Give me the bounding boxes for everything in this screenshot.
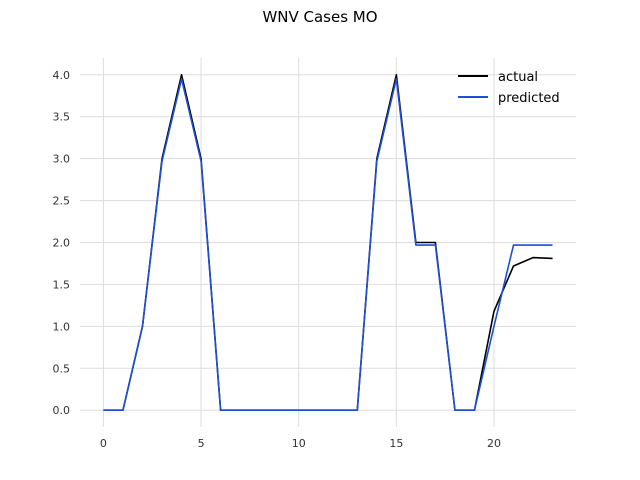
legend-label-actual: actual: [498, 70, 538, 85]
series-lines: [103, 73, 553, 412]
y-tick-label: 3.0: [53, 153, 71, 166]
series-line-predicted: [103, 78, 553, 412]
x-tick-label: 20: [487, 437, 501, 450]
y-tick-labels: 0.0 0.5 1.0 1.5 2.0 2.5 3.0 3.5 4.0: [53, 69, 71, 417]
x-tick-label: 15: [389, 437, 403, 450]
y-tick-label: 4.0: [53, 69, 71, 82]
legend-label-predicted: predicted: [498, 91, 560, 106]
x-tick-label: 0: [100, 437, 107, 450]
x-tick-label: 5: [198, 437, 205, 450]
legend: actual predicted: [458, 70, 560, 106]
y-tick-label: 3.5: [53, 111, 71, 124]
grid: [80, 58, 576, 427]
chart-title: WNV Cases MO: [262, 8, 377, 26]
y-tick-label: 0.5: [53, 362, 71, 375]
y-tick-label: 1.5: [53, 278, 71, 291]
x-tick-label: 10: [292, 437, 306, 450]
y-tick-label: 0.0: [53, 404, 71, 417]
y-tick-label: 1.0: [53, 320, 71, 333]
y-tick-label: 2.5: [53, 195, 71, 208]
y-tick-label: 2.0: [53, 237, 71, 250]
x-tick-labels: 0 5 10 15 20: [100, 437, 501, 450]
